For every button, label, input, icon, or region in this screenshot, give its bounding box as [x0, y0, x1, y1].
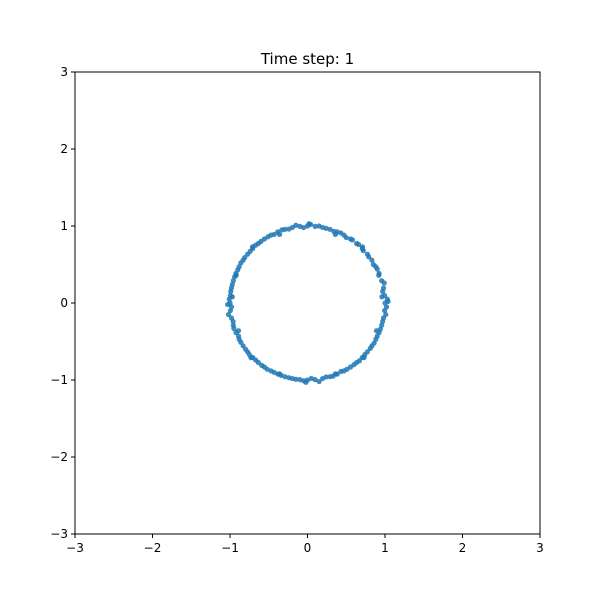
- data-points: [225, 221, 391, 385]
- data-point: [242, 254, 248, 261]
- data-point: [385, 298, 391, 305]
- data-point: [271, 231, 277, 238]
- data-point: [248, 355, 254, 361]
- y-tick-label: 1: [60, 219, 68, 233]
- data-point: [233, 272, 239, 278]
- data-point: [258, 238, 264, 244]
- data-point: [228, 304, 235, 310]
- data-point: [380, 318, 386, 325]
- data-point: [303, 379, 309, 385]
- data-point: [373, 328, 380, 334]
- data-point: [371, 340, 377, 346]
- data-point: [235, 333, 242, 339]
- data-point: [277, 231, 283, 238]
- x-tick-label: 1: [381, 541, 389, 555]
- data-point: [356, 241, 362, 248]
- data-point: [249, 244, 256, 250]
- data-point: [238, 260, 244, 266]
- data-point: [344, 366, 350, 372]
- data-point: [349, 237, 356, 243]
- data-point: [235, 267, 241, 273]
- data-point: [230, 318, 236, 325]
- data-point: [323, 374, 329, 380]
- y-tick-label: −3: [50, 527, 68, 541]
- data-point: [293, 222, 299, 228]
- data-point: [367, 345, 373, 352]
- data-point: [308, 375, 314, 382]
- data-point: [374, 266, 380, 272]
- data-point: [259, 362, 265, 368]
- data-point: [380, 288, 386, 295]
- data-point: [356, 358, 363, 364]
- y-tick-label: −1: [50, 373, 68, 387]
- y-tick-label: −2: [50, 450, 68, 464]
- data-point: [338, 230, 344, 236]
- data-point: [383, 311, 389, 318]
- data-point: [316, 223, 322, 229]
- data-point: [301, 224, 307, 231]
- data-point: [332, 371, 338, 377]
- data-point: [277, 371, 283, 377]
- data-point: [332, 231, 338, 238]
- data-point: [229, 294, 235, 300]
- y-tick-label: 3: [60, 65, 68, 79]
- data-point: [370, 261, 376, 268]
- data-point: [225, 301, 231, 308]
- data-point: [316, 378, 322, 385]
- y-axis: −3 −2 −1 0 1 2 3: [50, 65, 75, 541]
- data-point: [229, 281, 235, 288]
- data-point: [293, 376, 299, 382]
- data-point: [376, 272, 382, 278]
- data-point: [286, 375, 292, 381]
- data-point: [369, 257, 375, 263]
- data-point: [228, 288, 234, 295]
- data-point: [379, 294, 385, 300]
- data-point: [242, 346, 249, 352]
- data-point: [351, 362, 357, 368]
- x-axis: −3 −2 −1 0 1 2 3: [66, 534, 544, 555]
- data-point: [338, 368, 344, 375]
- x-tick-label: −3: [66, 541, 84, 555]
- data-point: [374, 333, 380, 339]
- data-point: [235, 328, 242, 334]
- data-point: [231, 325, 237, 332]
- data-point: [252, 357, 259, 363]
- data-point: [265, 234, 271, 240]
- data-point: [306, 221, 312, 227]
- chart-title: Time step: 1: [260, 50, 354, 68]
- data-point: [312, 223, 318, 229]
- data-point: [366, 254, 372, 260]
- x-tick-label: −2: [144, 541, 162, 555]
- data-point: [271, 369, 277, 375]
- x-tick-label: 3: [536, 541, 544, 555]
- data-point: [247, 248, 253, 255]
- y-tick-label: 0: [60, 296, 68, 310]
- plot-frame: [74, 71, 541, 535]
- data-point: [225, 311, 232, 318]
- data-point: [286, 226, 292, 232]
- data-point: [343, 234, 349, 241]
- data-point: [323, 225, 329, 231]
- x-tick-label: 2: [459, 541, 467, 555]
- data-point: [361, 355, 367, 361]
- y-tick-label: 2: [60, 142, 68, 156]
- x-tick-label: 0: [304, 541, 312, 555]
- data-point: [360, 248, 366, 254]
- data-point: [264, 366, 270, 372]
- data-point: [383, 304, 390, 310]
- data-point: [359, 244, 366, 250]
- x-tick-label: −1: [221, 541, 239, 555]
- data-point: [279, 227, 285, 233]
- data-point: [381, 280, 387, 286]
- data-point: [238, 339, 244, 345]
